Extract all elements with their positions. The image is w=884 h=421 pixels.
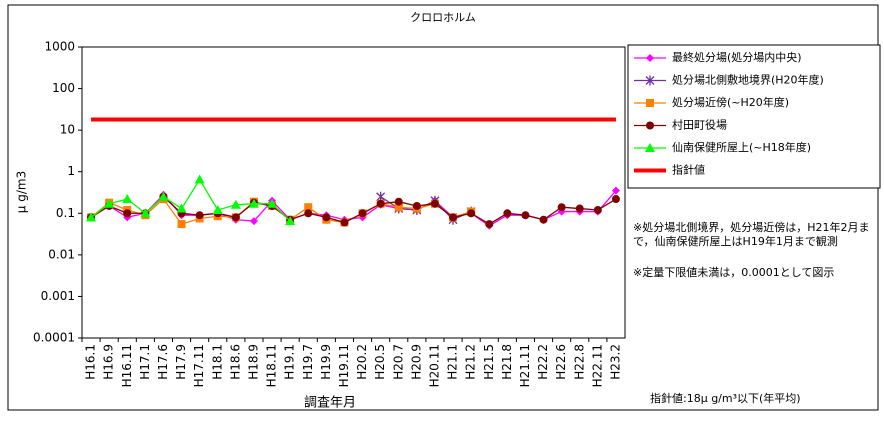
y-tick-label: 100 bbox=[52, 81, 75, 95]
x-tick-label: H18.11 bbox=[265, 344, 279, 387]
marker bbox=[593, 205, 602, 214]
marker bbox=[158, 191, 169, 201]
x-tick-label: H23.2 bbox=[608, 344, 622, 380]
x-tick-label: H21.8 bbox=[500, 344, 514, 380]
y-tick-label: 0.0001 bbox=[33, 331, 75, 345]
x-tick-label: H19.11 bbox=[337, 344, 351, 387]
marker bbox=[104, 198, 115, 208]
marker bbox=[86, 212, 97, 222]
marker bbox=[195, 211, 204, 220]
x-tick-label: H16.9 bbox=[102, 344, 116, 380]
marker bbox=[412, 201, 421, 210]
marker bbox=[430, 199, 439, 208]
x-tick-label: H19.9 bbox=[319, 344, 333, 380]
y-axis-label: μ g/m3 bbox=[15, 171, 29, 213]
legend-label: 処分場北側敷地境界(H20年度) bbox=[672, 73, 824, 87]
x-tick-label: H17.6 bbox=[156, 344, 170, 380]
x-axis-label: 調査年月 bbox=[304, 396, 356, 411]
marker bbox=[267, 198, 278, 208]
marker bbox=[231, 213, 240, 222]
y-tick-label: 10 bbox=[60, 123, 75, 137]
marker bbox=[285, 216, 296, 226]
x-tick-label: H18.6 bbox=[228, 344, 242, 380]
marker bbox=[394, 197, 403, 206]
x-tick-label: H20.7 bbox=[391, 344, 405, 380]
marker bbox=[611, 195, 620, 204]
y-tick-label: 0.01 bbox=[48, 247, 75, 261]
x-tick-label: H22.8 bbox=[572, 344, 586, 380]
marker bbox=[123, 209, 132, 218]
marker bbox=[177, 220, 186, 229]
marker bbox=[304, 203, 313, 212]
marker bbox=[575, 204, 584, 213]
legend-label: 仙南保健所屋上(~H18年度) bbox=[672, 140, 811, 154]
x-tick-label: H21.5 bbox=[482, 344, 496, 380]
x-tick-label: H20.2 bbox=[355, 344, 369, 380]
annotation: ※定量下限値未満は，0.0001として図示 bbox=[633, 266, 835, 279]
x-tick-label: H22.6 bbox=[554, 344, 568, 380]
legend-label: 処分場近傍(~H20年度) bbox=[672, 95, 789, 109]
plot-area bbox=[81, 46, 626, 339]
y-tick-label: 0.1 bbox=[56, 206, 75, 220]
y-tick-label: 0.001 bbox=[41, 289, 75, 303]
legend-label: 村田町役場 bbox=[672, 118, 727, 132]
chart-title: クロロホルム bbox=[410, 11, 476, 24]
x-tick-label: H19.7 bbox=[301, 344, 315, 380]
x-tick-label: H17.9 bbox=[174, 344, 188, 380]
marker bbox=[645, 75, 655, 86]
marker bbox=[645, 143, 655, 152]
x-tick-label: H16.1 bbox=[84, 344, 98, 380]
marker bbox=[449, 213, 458, 222]
marker bbox=[467, 209, 476, 218]
y-tick-label: 1 bbox=[67, 164, 75, 178]
marker bbox=[646, 54, 654, 62]
marker bbox=[248, 198, 259, 208]
x-tick-label: H18.9 bbox=[246, 344, 260, 380]
x-tick-label: H19.1 bbox=[283, 344, 297, 380]
x-tick-label: H21.2 bbox=[464, 344, 478, 380]
legend-box bbox=[627, 44, 881, 189]
marker bbox=[485, 220, 494, 229]
marker bbox=[340, 218, 349, 227]
marker bbox=[176, 203, 187, 213]
x-tick-label: H20.11 bbox=[427, 344, 441, 387]
legend-label: 最終処分場(処分場内中央) bbox=[672, 50, 802, 64]
marker bbox=[521, 211, 530, 220]
x-tick-label: H21.1 bbox=[446, 344, 460, 380]
marker bbox=[646, 99, 654, 107]
marker bbox=[611, 186, 620, 195]
marker bbox=[140, 208, 151, 218]
marker bbox=[249, 217, 258, 226]
x-tick-label: H20.5 bbox=[373, 344, 387, 380]
x-tick-label: H22.2 bbox=[536, 344, 550, 380]
marker bbox=[122, 194, 133, 204]
x-tick-label: H17.1 bbox=[138, 344, 152, 380]
x-tick-label: H18.1 bbox=[210, 344, 224, 380]
marker bbox=[304, 209, 313, 218]
marker bbox=[376, 199, 385, 208]
marker bbox=[358, 209, 367, 218]
chart-frame bbox=[7, 4, 879, 411]
marker bbox=[503, 209, 512, 218]
marker bbox=[646, 121, 654, 130]
x-tick-label: H21.11 bbox=[518, 344, 532, 387]
marker bbox=[230, 199, 241, 209]
marker bbox=[212, 204, 223, 214]
x-tick-label: H16.11 bbox=[120, 344, 134, 387]
legend-label: 指針値 bbox=[672, 163, 705, 177]
x-tick-label: H20.9 bbox=[409, 344, 423, 380]
marker bbox=[194, 174, 205, 184]
x-tick-label: H22.11 bbox=[590, 344, 604, 387]
x-tick-label: H17.11 bbox=[192, 344, 206, 387]
annotation: ※処分場北側境界，処分場近傍は，H21年2月まで，仙南保健所屋上はH19年1月ま… bbox=[633, 221, 870, 248]
y-tick-label: 1000 bbox=[44, 40, 75, 54]
annotation: 指針値:18μ g/m³以下(年平均) bbox=[650, 392, 801, 405]
marker bbox=[557, 203, 566, 212]
marker bbox=[539, 215, 548, 224]
marker bbox=[322, 213, 331, 222]
marker bbox=[394, 203, 403, 212]
